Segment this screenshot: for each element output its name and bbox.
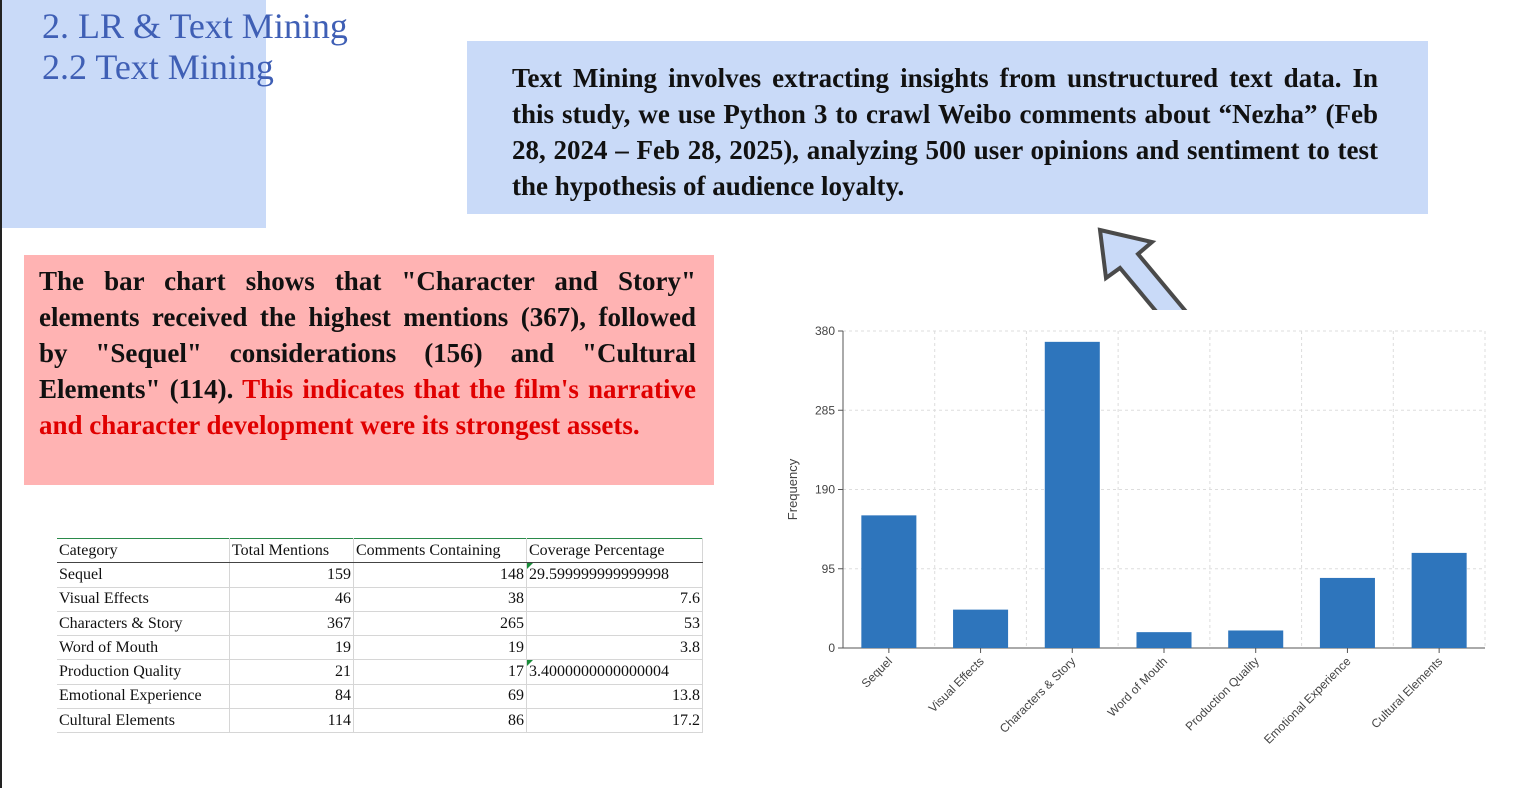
section-title: 2. LR & Text Mining [42,6,348,46]
table-cell: 53 [526,611,703,637]
table-row: Characters & Story 367 265 53 [57,611,703,637]
bar [1228,630,1284,648]
table-row: Production Quality 21 17 3.4000000000000… [57,659,703,685]
table-cell: 86 [353,708,527,734]
subsection-title: 2.2 Text Mining [42,47,274,87]
section-title-panel: 2. LR & Text Mining 2.2 Text Mining [2,0,348,228]
x-tick-label: Cultural Elements [1368,654,1445,731]
y-tick-label: 95 [822,562,836,576]
findings-text: The bar chart shows that "Character and … [39,263,696,443]
table-cell: 3.8 [526,635,703,661]
table-header-cell: Total Mentions [229,538,354,564]
bar [1319,577,1375,648]
bar [1136,632,1192,648]
bar [1411,552,1467,648]
table-cell-value: 3.4000000000000004 [529,663,669,681]
table-cell: 159 [229,562,354,588]
table-cell: 84 [229,684,354,710]
findings-callout: The bar chart shows that "Character and … [24,255,714,485]
table-header-row: Category Total Mentions Comments Contain… [57,538,703,564]
x-tick-label: Production Quality [1183,654,1262,733]
x-tick-label: Visual Effects [926,654,987,715]
table-cell: 265 [353,611,527,637]
y-axis-label: Frequency [785,458,800,520]
table-header-cell: Coverage Percentage [526,538,703,564]
cell-flag-icon [527,660,533,667]
findings-text-main: The bar chart shows that "Character and … [39,266,696,404]
table-cell: Emotional Experience [57,684,230,710]
y-tick-label: 380 [815,324,835,338]
table-cell: 69 [353,684,527,710]
table-cell: 29.599999999999998 [526,562,703,588]
table-cell: 3.4000000000000004 [526,659,703,685]
x-tick-label: Word of Mouth [1105,654,1170,719]
slide-left-border [0,0,2,788]
table-row: Emotional Experience 84 69 13.8 [57,684,703,710]
table-cell: Cultural Elements [57,708,230,734]
findings-text-highlight: This indicates that the film's narrative… [39,374,697,440]
table-cell: Characters & Story [57,611,230,637]
y-tick-label: 190 [815,483,835,497]
table-cell: 367 [229,611,354,637]
table-cell-value: 29.599999999999998 [529,565,669,583]
bar [861,515,917,648]
table-cell: 19 [353,635,527,661]
bar-chart: 0 95 190 285 380 Frequency Sequel Visual Effect… [785,324,1486,747]
table-cell: Visual Effects [57,587,230,612]
mentions-table: Category Total Mentions Comments Contain… [57,538,703,734]
table-cell: 38 [353,587,527,612]
cell-flag-icon [527,563,533,570]
x-tick-label: Characters & Story [997,654,1079,736]
bar [953,609,1009,648]
y-tick-label: 0 [828,641,835,655]
table-cell: 46 [229,587,354,612]
table-cell: 148 [353,562,527,588]
table-cell: 17.2 [526,708,703,734]
intro-text: Text Mining involves extracting insights… [512,63,1378,201]
table-cell: 17 [353,659,527,685]
table-cell: Production Quality [57,659,230,685]
bar [1044,341,1100,648]
table-header-cell: Comments Containing [353,538,527,564]
table-row: Visual Effects 46 38 7.6 [57,587,703,612]
table-cell: 19 [229,635,354,661]
table-header-cell: Category [57,538,230,564]
y-tick-label: 285 [815,403,835,417]
bar-chart-panel: 0 95 190 285 380 Frequency Sequel Visual Effect… [740,310,1506,765]
table-cell: Word of Mouth [57,635,230,661]
intro-callout: Text Mining involves extracting insights… [467,41,1428,214]
table-cell: 7.6 [526,587,703,612]
x-tick-label: Sequel [859,654,895,690]
table-row: Word of Mouth 19 19 3.8 [57,635,703,661]
table-row: Sequel 159 148 29.599999999999998 [57,562,703,588]
x-tick-label: Emotional Experience [1261,654,1354,747]
table-cell: 13.8 [526,684,703,710]
table-cell: 21 [229,659,354,685]
table-row: Cultural Elements 114 86 17.2 [57,708,703,734]
table-cell: 114 [229,708,354,734]
table-cell: Sequel [57,562,230,588]
